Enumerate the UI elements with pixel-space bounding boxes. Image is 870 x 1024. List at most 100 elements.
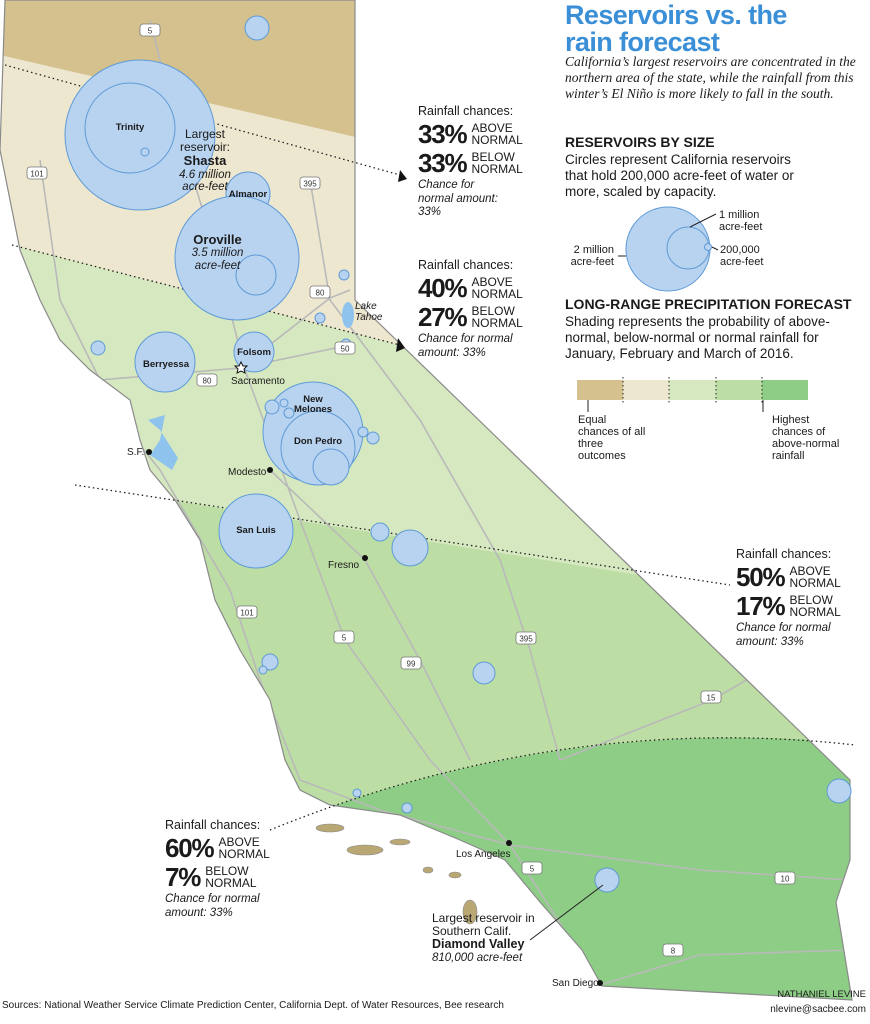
legend-label: 200,000 acre-feet (720, 244, 764, 269)
rainfall-box: Rainfall chances: 40% ABOVE NORMAL 27% BELOW… (418, 258, 538, 360)
forecast-legend-text: Shading represents the probability of ab… (565, 314, 830, 362)
rainfall-label: Rainfall chances: (418, 104, 514, 118)
highway-number: 5 (342, 634, 347, 643)
reservoir-name: Folsom (237, 347, 271, 359)
legend-label: 2 million acre-feet (570, 244, 614, 269)
highway-shield (196, 373, 218, 387)
map-rect (716, 380, 762, 400)
map-shape (269, 737, 856, 831)
rainfall-category: ABOVE NORMAL (471, 120, 523, 148)
place-name: San Diego (552, 978, 599, 989)
reservoir-name: New Melones (293, 394, 332, 415)
reservoir (218, 493, 294, 569)
reservoir-name: Almanor (228, 189, 268, 201)
boundary-arrows (396, 170, 407, 352)
reservoir (283, 407, 295, 419)
place-name: Sacramento (231, 376, 285, 387)
normal-chance: Chance for normal amount: 33% (418, 333, 513, 359)
channel-islands (315, 823, 478, 925)
reservoir-name: Don Pedro (293, 436, 343, 448)
place-name: S.F. (127, 447, 145, 458)
map-shape (599, 949, 851, 986)
map-circle (362, 555, 368, 561)
map-circle (704, 243, 712, 251)
legend-low-label: Equal chances of all three outcomes (578, 414, 646, 463)
map-shape (587, 400, 764, 412)
forecast-boundaries (4, 64, 856, 831)
highway-shield (774, 871, 796, 885)
reservoir-name: San Luis (236, 525, 276, 537)
reservoir (279, 398, 289, 408)
credit: NATHANIEL LEVINE (777, 989, 866, 1000)
rainfall-percent: 17% (736, 591, 786, 622)
rainfall-percent: 50% (736, 562, 786, 593)
highway-shield (333, 630, 355, 644)
reservoir (90, 340, 106, 356)
reservoir (233, 331, 275, 373)
map-shape (398, 170, 407, 182)
place-name: Los Angeles (456, 849, 511, 860)
rainfall-category: ABOVE NORMAL (218, 834, 270, 862)
rainfall-category: BELOW NORMAL (205, 863, 257, 891)
map-ellipse (462, 899, 478, 925)
lakes (148, 302, 354, 470)
title: Reservoirs vs. the rain forecast (565, 0, 787, 57)
highway-shield (334, 341, 356, 355)
map-shape (618, 213, 719, 257)
highway-number: 395 (519, 635, 533, 644)
map-shape (233, 360, 249, 374)
reservoir (357, 426, 369, 438)
city-dots (146, 360, 603, 986)
callout-size: 810,000 acre-feet (432, 952, 523, 965)
reservoir (338, 269, 350, 281)
place-name: Lake Tahoe (355, 301, 383, 323)
map-shape (269, 469, 471, 761)
rainfall-box: Rainfall chances: 33% ABOVE NORMAL 33% BELOW… (418, 104, 533, 219)
map-ellipse (315, 823, 345, 833)
map-circle (506, 840, 512, 846)
normal-chance: Chance for normal amount: 33% (165, 893, 260, 919)
rainfall-percent: 33% (418, 148, 468, 179)
map-rect (623, 380, 669, 400)
size-legend-text: Circles represent California reservoirs … (565, 152, 794, 200)
map-ellipse (346, 844, 384, 856)
normal-chance: Chance for normal amount: 33% (418, 179, 498, 218)
callout-lead: Largest reservoir: (179, 127, 230, 155)
rainfall-label: Rainfall chances: (418, 258, 514, 272)
reservoir (366, 431, 380, 445)
rainfall-category: ABOVE NORMAL (471, 274, 523, 302)
map-shape (11, 244, 401, 346)
rainfall-percent: 33% (418, 119, 468, 150)
reservoir (352, 788, 362, 798)
rainfall-row: 7% BELOW NORMAL (165, 864, 285, 890)
leader-lines (529, 884, 604, 941)
rainfall-label: Rainfall chances: (736, 547, 832, 561)
size-legend-heading: RESERVOIRS BY SIZE (565, 134, 715, 150)
highway-shield (236, 605, 258, 619)
callout-lead: Largest reservoir in Southern Calif. (432, 911, 535, 939)
highway-shield (309, 285, 331, 299)
reservoir (401, 802, 413, 814)
map-shape (4, 64, 401, 176)
rainfall-row: 50% ABOVE NORMAL (736, 564, 856, 590)
rainfall-row: 27% BELOW NORMAL (418, 304, 538, 330)
rainfall-percent: 27% (418, 302, 468, 333)
rainfall-box: Rainfall chances: 60% ABOVE NORMAL 7% BELOW … (165, 818, 285, 920)
reservoir (134, 331, 196, 393)
highway-shield (26, 166, 48, 180)
rainfall-row: 60% ABOVE NORMAL (165, 835, 285, 861)
map-ellipse (389, 838, 411, 846)
map-shape (509, 844, 851, 881)
highway-shield (299, 176, 321, 190)
map-circle (666, 226, 710, 270)
highway-shield (700, 690, 722, 704)
reservoir (261, 653, 279, 671)
reservoir (472, 661, 496, 685)
map-ellipse (448, 871, 462, 879)
callout-name: Diamond Valley (432, 937, 525, 952)
rainfall-label: Rainfall chances: (165, 818, 261, 832)
rainfall-box: Rainfall chances: 50% ABOVE NORMAL 17% BELOW… (736, 547, 856, 649)
map-g (622, 377, 763, 403)
